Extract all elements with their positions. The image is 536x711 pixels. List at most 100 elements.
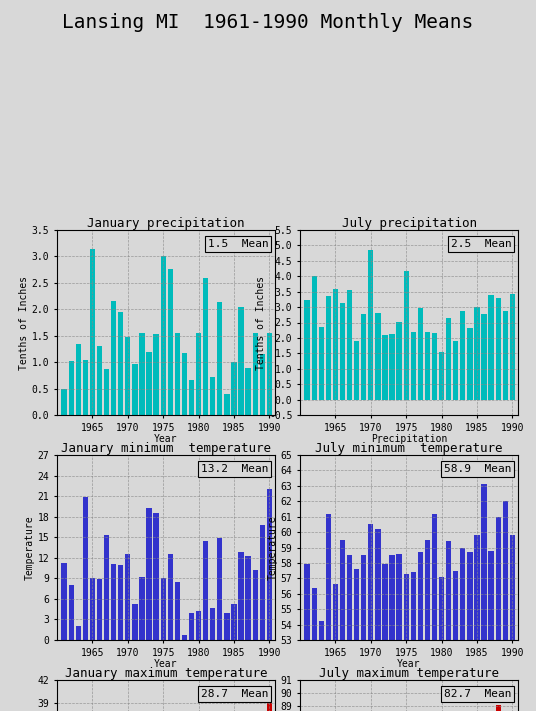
Bar — [347, 555, 352, 711]
Text: 28.7  Mean: 28.7 Mean — [201, 689, 269, 699]
Bar — [510, 294, 515, 400]
Bar — [375, 529, 381, 711]
Bar — [439, 577, 444, 711]
Bar — [495, 517, 501, 711]
Bar — [333, 289, 338, 400]
Bar — [474, 535, 480, 711]
Bar — [361, 314, 366, 400]
Bar — [118, 565, 123, 640]
Text: 58.9  Mean: 58.9 Mean — [444, 464, 511, 474]
Bar — [404, 574, 409, 711]
Bar — [146, 352, 152, 415]
Bar — [175, 333, 180, 415]
Bar — [333, 584, 338, 711]
Bar — [389, 333, 394, 400]
Bar — [481, 484, 487, 711]
Bar — [411, 332, 416, 400]
Y-axis label: Temperature: Temperature — [25, 515, 35, 579]
Bar — [153, 334, 159, 415]
Bar — [62, 562, 67, 640]
Bar — [311, 587, 317, 711]
Bar — [267, 489, 272, 640]
Bar — [125, 337, 130, 415]
Bar — [83, 497, 88, 640]
Bar — [189, 380, 194, 415]
Bar — [62, 389, 67, 415]
Bar — [474, 307, 480, 400]
X-axis label: Year: Year — [154, 659, 178, 669]
Bar — [118, 312, 123, 415]
Bar — [111, 564, 116, 640]
Bar — [311, 276, 317, 400]
Bar — [495, 705, 501, 711]
Text: 13.2  Mean: 13.2 Mean — [201, 464, 269, 474]
Bar — [411, 572, 416, 711]
Bar — [347, 290, 352, 400]
Bar — [368, 250, 374, 400]
Bar — [175, 582, 180, 640]
Bar — [168, 555, 173, 640]
Bar — [146, 508, 152, 640]
Bar — [125, 555, 130, 640]
Bar — [259, 525, 265, 640]
Bar — [488, 550, 494, 711]
Bar — [189, 614, 194, 640]
Bar — [467, 552, 473, 711]
Bar — [397, 322, 402, 400]
Bar — [453, 571, 458, 711]
Bar — [182, 634, 187, 640]
Bar — [304, 565, 310, 711]
Bar — [182, 353, 187, 415]
Bar — [210, 609, 215, 640]
Bar — [467, 328, 473, 400]
Bar — [252, 570, 258, 640]
Bar — [224, 613, 229, 640]
Bar — [153, 513, 159, 640]
Bar — [132, 604, 138, 640]
Bar — [259, 354, 265, 415]
Bar — [354, 341, 359, 400]
Bar — [160, 257, 166, 415]
Bar — [446, 318, 451, 400]
Bar — [111, 301, 116, 415]
Bar — [104, 369, 109, 415]
Text: 1.5  Mean: 1.5 Mean — [208, 239, 269, 250]
Text: Lansing MI  1961-1990 Monthly Means: Lansing MI 1961-1990 Monthly Means — [62, 13, 474, 32]
Bar — [69, 585, 74, 640]
Bar — [340, 304, 345, 400]
Bar — [361, 555, 366, 711]
Bar — [318, 621, 324, 711]
Bar — [97, 346, 102, 415]
Bar — [382, 335, 388, 400]
Bar — [139, 333, 145, 415]
Title: January minimum  temperature: January minimum temperature — [61, 442, 271, 455]
Bar — [160, 578, 166, 640]
Bar — [340, 540, 345, 711]
Bar — [168, 269, 173, 415]
Bar — [446, 541, 451, 711]
Bar — [139, 577, 145, 640]
Y-axis label: Tenths of Inches: Tenths of Inches — [256, 275, 266, 370]
Bar — [252, 333, 258, 415]
Y-axis label: Tenths of Inches: Tenths of Inches — [19, 275, 29, 370]
Bar — [418, 552, 423, 711]
Bar — [432, 513, 437, 711]
Bar — [203, 540, 209, 640]
Title: July precipitation: July precipitation — [341, 217, 477, 230]
Bar — [439, 352, 444, 400]
Bar — [397, 554, 402, 711]
Bar — [318, 326, 324, 400]
Bar — [488, 295, 494, 400]
Bar — [224, 394, 229, 415]
Bar — [481, 314, 487, 400]
X-axis label: Precipitation: Precipitation — [371, 434, 447, 444]
Bar — [97, 579, 102, 640]
Bar — [132, 364, 138, 415]
Bar — [460, 547, 465, 711]
Bar — [354, 569, 359, 711]
Bar — [245, 368, 251, 415]
Text: 2.5  Mean: 2.5 Mean — [451, 239, 511, 250]
Bar — [510, 535, 515, 711]
Y-axis label: Temperature: Temperature — [268, 515, 278, 579]
Bar — [90, 578, 95, 640]
